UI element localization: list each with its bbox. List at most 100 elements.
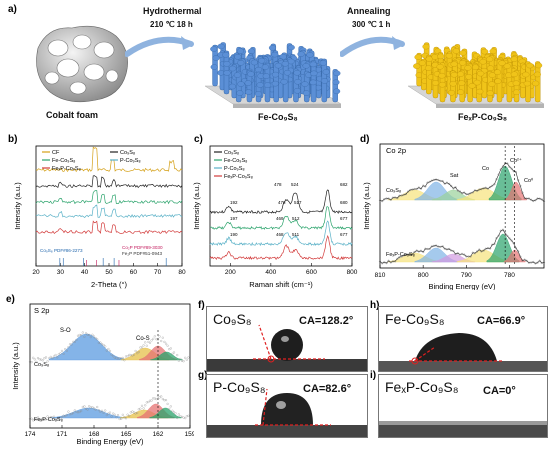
s2p-data-point — [43, 357, 46, 360]
s2p-sample1: Co₉S₈ — [34, 362, 49, 368]
s2p-data-point — [164, 342, 168, 345]
xrd-ref3: Fe₂P PDF#51-0943 — [122, 251, 162, 256]
co2p-ann-sat: Sat — [450, 173, 459, 179]
s2p-data-point — [73, 409, 76, 412]
co2p-data-point — [523, 258, 526, 261]
contact-angle-photo-co9s8: Co₉S₈ CA=128.2° — [206, 306, 368, 372]
co2p-data-point — [389, 261, 392, 264]
nanorod — [493, 58, 506, 103]
co2p-data-point — [443, 182, 446, 185]
s2p-tick-label: 171 — [57, 431, 68, 438]
nanorod — [301, 70, 313, 103]
nanorod — [464, 63, 476, 103]
step2-title: Annealing — [347, 6, 391, 16]
s2p-data-point — [128, 414, 131, 417]
co2p-ann-co2: Co²⁺ — [510, 157, 522, 164]
raman-peak-label: 190 — [230, 232, 238, 237]
nanorod — [486, 70, 496, 103]
s2p-data-point — [46, 415, 49, 418]
fe-co9s8-illustration — [204, 42, 342, 108]
raman-legend-entry: FeₓP-Co₉S₈ — [224, 174, 253, 180]
s2p-data-point — [105, 349, 108, 352]
s2p-frame — [29, 303, 191, 429]
s2p-data-point — [49, 416, 52, 419]
s2p-data-point — [185, 358, 188, 361]
nanorod — [473, 69, 485, 103]
s2p-data-point — [65, 349, 68, 352]
s2p-data-point — [115, 416, 118, 419]
s2p-data-point — [139, 346, 142, 349]
raman-peak-label: 677 — [340, 216, 348, 221]
s2p-data-point — [78, 410, 81, 414]
s2p-data-point — [161, 336, 164, 339]
panel-d-co2p-chart: Intensity (a.u.) Binding Energy (eV) Co … — [362, 143, 546, 290]
s2p-data-point — [52, 415, 56, 418]
s2p-data-point — [180, 359, 184, 362]
s2p-data-point — [41, 359, 44, 362]
xrd-series-line — [35, 190, 183, 205]
co2p-data-point — [452, 187, 455, 190]
step2-condition: 300 ℃ 1 h — [352, 20, 391, 29]
s2p-data-point — [64, 348, 67, 351]
nanorod — [510, 70, 521, 103]
s2p-data-point — [104, 345, 107, 348]
co2p-ann-co0: Co⁰ — [524, 177, 534, 184]
s2p-data-point — [84, 332, 88, 335]
photo-title-p-co9s8: P-Co₉S₈ — [213, 379, 266, 395]
s2p-data-point — [177, 359, 180, 362]
co2p-data-point — [445, 181, 448, 184]
droplet-fe-co9s8-icon — [379, 333, 547, 371]
s2p-data-point — [166, 402, 169, 405]
co2p-data-point — [450, 184, 453, 188]
s2p-data-point — [184, 356, 187, 359]
co2p-sample1: Co₉S₈ — [386, 188, 401, 194]
co2p-xlabel: Binding Energy (eV) — [428, 282, 496, 290]
panel-e-label: e) — [6, 294, 15, 305]
s2p-data-point — [142, 407, 145, 410]
s2p-data-point — [163, 399, 166, 402]
raman-peak-label: 677 — [340, 232, 348, 237]
raman-peak-label: 524 — [291, 182, 299, 187]
s2p-data-point — [174, 357, 177, 360]
s2p-data-point — [168, 348, 171, 351]
co2p-data-point — [456, 189, 459, 192]
s2p-fit-peak — [150, 351, 183, 361]
xrd-legend-entry: FeₓP-Co₉S₈ — [52, 166, 81, 172]
photo-ca-co9s8: CA=128.2° — [299, 315, 354, 327]
co2p-data-point — [476, 250, 479, 253]
co2p-sample2: FeₓP-Co₉S₈ — [386, 252, 415, 258]
s2p-data-point — [131, 410, 134, 413]
nanorod — [285, 57, 295, 99]
xrd-series-line — [35, 175, 183, 189]
s2p-data-point — [46, 360, 49, 363]
nanorod — [457, 69, 466, 103]
s2p-data-point — [41, 417, 44, 420]
s2p-data-point — [68, 413, 72, 416]
s2p-data-point — [158, 335, 161, 338]
s2p-data-point — [97, 409, 100, 412]
s2p-data-point — [158, 396, 161, 399]
s2p-data-point — [120, 357, 123, 360]
co2p-data-point — [521, 259, 524, 262]
co2p-data-point — [478, 248, 481, 251]
co2p-data-point — [519, 255, 522, 258]
co2p-data-point — [415, 249, 418, 252]
co2p-tick-label: 780 — [504, 272, 515, 279]
s2p-data-point — [68, 343, 72, 346]
s2p-data-point — [35, 418, 38, 421]
photo-ca-fe-co9s8: CA=66.9° — [477, 315, 526, 327]
s2p-data-point — [121, 356, 124, 359]
xrd-tick-label: 70 — [154, 269, 162, 276]
co2p-data-point — [501, 228, 505, 231]
co2p-envelope — [379, 229, 545, 264]
co2p-data-point — [381, 262, 384, 265]
s2p-data-point — [132, 353, 136, 356]
s2p-data-point — [72, 411, 75, 415]
contact-angle-photo-p-co9s8: P-Co₉S₈ CA=82.6° — [206, 374, 368, 438]
flat-surface-icon — [379, 421, 547, 437]
s2p-data-point — [52, 355, 56, 358]
co2p-envelope — [379, 162, 545, 202]
xrd-series-line — [35, 220, 183, 235]
co2p-ylabel: Intensity (a.u.) — [362, 182, 371, 230]
photo-title-fe-co9s8: Fe-Co₉S₈ — [385, 311, 445, 327]
